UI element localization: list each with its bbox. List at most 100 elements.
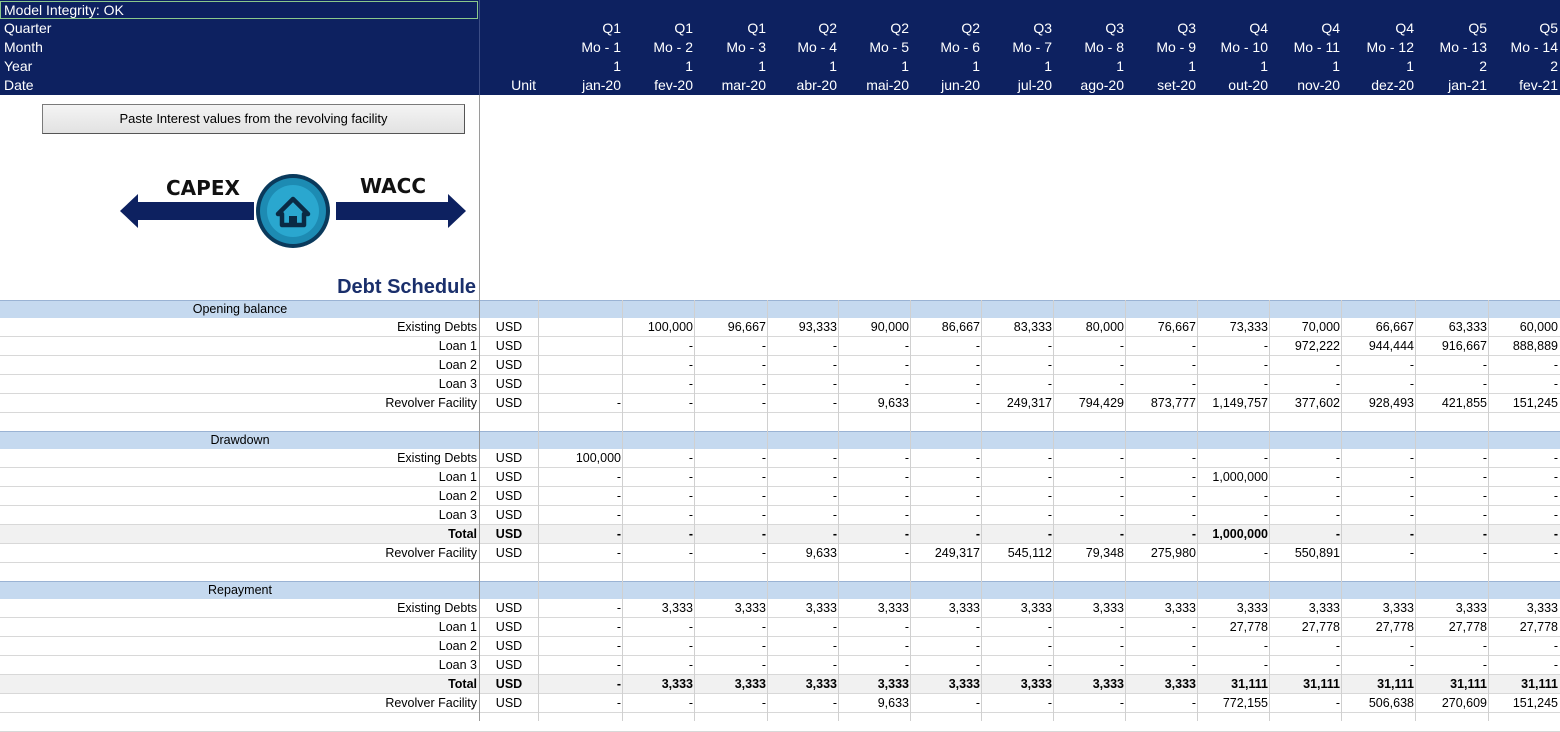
header-cell[interactable]: Mo - 6: [940, 39, 980, 55]
value-cell[interactable]: -: [975, 377, 980, 391]
value-cell[interactable]: 70,000: [1301, 320, 1340, 334]
row-label[interactable]: Revolver Facility: [385, 696, 477, 710]
value-cell[interactable]: 27,778: [1519, 620, 1558, 634]
value-cell[interactable]: -: [761, 358, 766, 372]
value-cell[interactable]: -: [1047, 489, 1052, 503]
value-cell[interactable]: -: [832, 451, 837, 465]
row-unit[interactable]: USD: [495, 639, 523, 653]
value-cell[interactable]: -: [1335, 377, 1340, 391]
value-cell[interactable]: -: [761, 396, 766, 410]
header-cell[interactable]: dez-20: [1371, 77, 1414, 93]
value-cell[interactable]: -: [832, 396, 837, 410]
value-cell[interactable]: -: [688, 620, 693, 634]
header-cell[interactable]: Mo - 5: [869, 39, 909, 55]
value-cell[interactable]: 60,000: [1519, 320, 1558, 334]
value-cell[interactable]: -: [1119, 377, 1124, 391]
header-cell[interactable]: Q1: [747, 20, 766, 36]
value-cell[interactable]: [538, 337, 621, 355]
header-cell[interactable]: jun-20: [941, 77, 980, 93]
row-label[interactable]: Revolver Facility: [385, 396, 477, 410]
value-cell[interactable]: 66,667: [1375, 320, 1414, 334]
row-label[interactable]: Existing Debts: [397, 320, 477, 334]
row-label[interactable]: Loan 1: [438, 470, 477, 484]
header-cell[interactable]: 1: [1116, 58, 1124, 74]
value-cell[interactable]: -: [832, 508, 837, 522]
row-unit[interactable]: USD: [495, 527, 523, 541]
value-cell[interactable]: -: [688, 451, 693, 465]
value-cell[interactable]: 31,111: [1303, 677, 1340, 691]
value-cell[interactable]: -: [1263, 358, 1268, 372]
row-unit[interactable]: USD: [495, 470, 523, 484]
header-cell[interactable]: Q3: [1033, 20, 1052, 36]
value-cell[interactable]: -: [832, 658, 837, 672]
value-cell[interactable]: 100,000: [647, 320, 693, 334]
value-cell[interactable]: -: [1119, 527, 1124, 541]
value-cell[interactable]: -: [832, 696, 837, 710]
row-label[interactable]: Loan 3: [438, 658, 477, 672]
value-cell[interactable]: -: [616, 396, 621, 410]
value-cell[interactable]: -: [761, 377, 766, 391]
value-cell[interactable]: -: [1335, 639, 1340, 653]
header-cell[interactable]: 1: [613, 58, 621, 74]
value-cell[interactable]: -: [1553, 489, 1558, 503]
model-integrity-cell[interactable]: Model Integrity: OK: [0, 1, 478, 19]
value-cell[interactable]: 545,112: [1007, 546, 1052, 560]
value-cell[interactable]: 3,333: [1092, 601, 1124, 615]
value-cell[interactable]: 888,889: [1512, 339, 1558, 353]
value-cell[interactable]: -: [761, 508, 766, 522]
value-cell[interactable]: 3,333: [1236, 601, 1268, 615]
header-cell[interactable]: fev-20: [654, 77, 693, 93]
value-cell[interactable]: -: [975, 358, 980, 372]
value-cell[interactable]: -: [1119, 489, 1124, 503]
header-cell[interactable]: Mo - 13: [1439, 39, 1487, 55]
header-cell[interactable]: Q5: [1539, 20, 1558, 36]
value-cell[interactable]: -: [688, 396, 693, 410]
value-cell[interactable]: -: [1553, 527, 1558, 541]
value-cell[interactable]: -: [688, 696, 693, 710]
value-cell[interactable]: 3,333: [1164, 677, 1196, 691]
value-cell[interactable]: 3,333: [1092, 677, 1124, 691]
value-cell[interactable]: -: [616, 601, 621, 615]
row-unit[interactable]: USD: [495, 320, 523, 334]
value-cell[interactable]: -: [616, 639, 621, 653]
value-cell[interactable]: -: [761, 546, 766, 560]
row-unit[interactable]: USD: [495, 508, 523, 522]
value-cell[interactable]: -: [975, 696, 980, 710]
capex-link[interactable]: CAPEX: [166, 176, 240, 200]
value-cell[interactable]: -: [1482, 377, 1487, 391]
value-cell[interactable]: -: [975, 527, 980, 541]
header-cell[interactable]: Mo - 11: [1293, 39, 1340, 55]
row-unit[interactable]: USD: [495, 620, 523, 634]
header-cell[interactable]: 1: [1044, 58, 1052, 74]
value-cell[interactable]: -: [1335, 658, 1340, 672]
value-cell[interactable]: -: [1047, 620, 1052, 634]
value-cell[interactable]: -: [1482, 470, 1487, 484]
value-cell[interactable]: -: [904, 339, 909, 353]
value-cell[interactable]: -: [1119, 451, 1124, 465]
value-cell[interactable]: 1,000,000: [1212, 527, 1268, 541]
value-cell[interactable]: 916,667: [1441, 339, 1487, 353]
value-cell[interactable]: 80,000: [1085, 320, 1124, 334]
value-cell[interactable]: -: [1119, 339, 1124, 353]
header-cell[interactable]: Q4: [1249, 20, 1268, 36]
header-cell[interactable]: jul-20: [1017, 77, 1052, 93]
value-cell[interactable]: -: [688, 527, 693, 541]
value-cell[interactable]: -: [1119, 658, 1124, 672]
value-cell[interactable]: 63,333: [1448, 320, 1487, 334]
value-cell[interactable]: -: [761, 339, 766, 353]
row-unit[interactable]: USD: [495, 489, 523, 503]
row-unit[interactable]: USD: [495, 339, 523, 353]
value-cell[interactable]: -: [1482, 546, 1487, 560]
value-cell[interactable]: -: [1191, 696, 1196, 710]
value-cell[interactable]: -: [1047, 451, 1052, 465]
header-cell[interactable]: nov-20: [1297, 77, 1340, 93]
value-cell[interactable]: 3,333: [805, 677, 837, 691]
value-cell[interactable]: -: [1482, 658, 1487, 672]
value-cell[interactable]: -: [1119, 508, 1124, 522]
header-cell[interactable]: Mo - 7: [1012, 39, 1052, 55]
value-cell[interactable]: -: [1409, 527, 1414, 541]
row-label[interactable]: Existing Debts: [397, 601, 477, 615]
row-label[interactable]: Revolver Facility: [385, 546, 477, 560]
value-cell[interactable]: -: [1047, 377, 1052, 391]
value-cell[interactable]: -: [1119, 358, 1124, 372]
